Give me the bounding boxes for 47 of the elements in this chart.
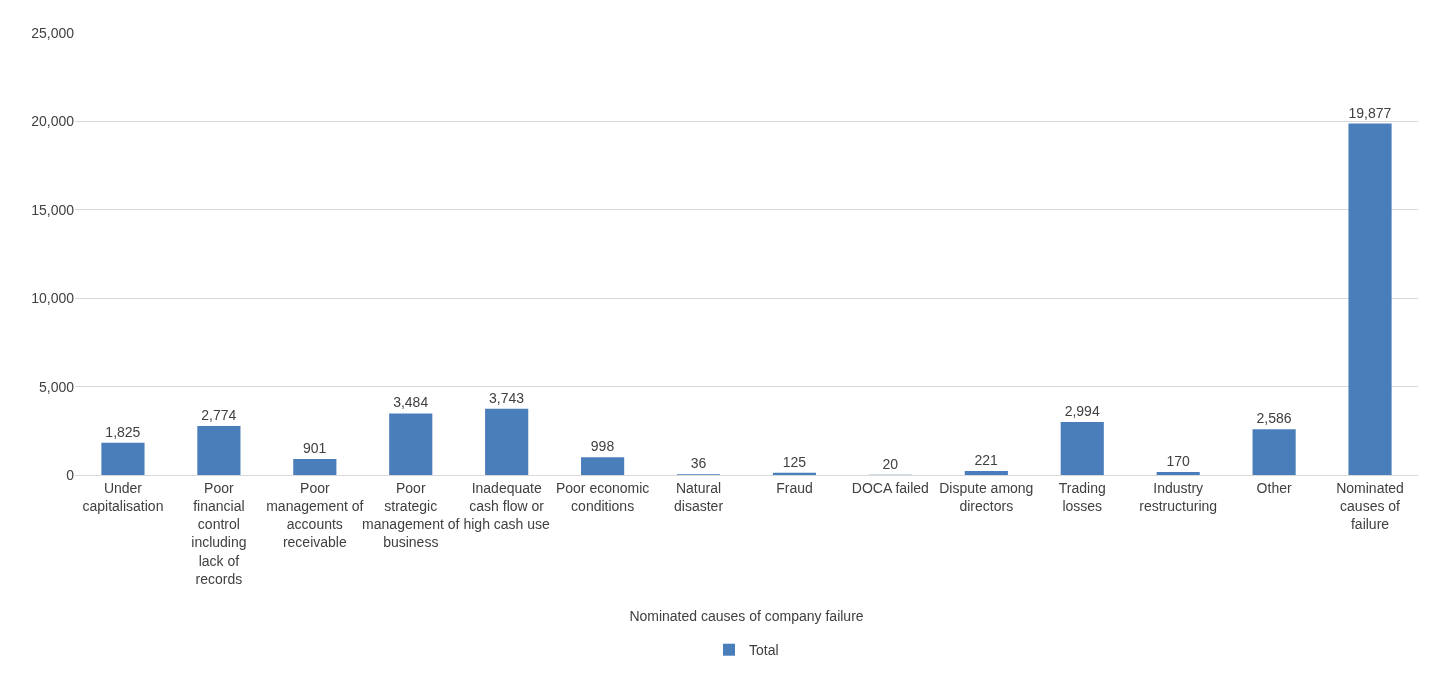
data-label: 998 [590, 438, 615, 455]
data-label: 2,994 [1064, 403, 1100, 420]
x-axis-title: Nominated causes of company failure [629, 608, 864, 625]
bar [1348, 123, 1392, 475]
x-tick-label: Inadequate cash flow or high cash use [463, 479, 551, 533]
y-tick-label: 25,000 [31, 24, 75, 41]
bar [964, 471, 1008, 475]
bar [581, 457, 625, 475]
y-tick-label: 20,000 [31, 113, 75, 130]
y-tick-label: 15,000 [31, 201, 75, 218]
bar [772, 472, 817, 475]
x-tick-label: Industry restructuring [1139, 479, 1218, 514]
data-label: 125 [782, 453, 807, 470]
data-label: 36 [690, 455, 707, 472]
legend-label: Total [749, 642, 779, 659]
x-tick-label: Natural disaster [674, 479, 724, 514]
data-label: 1,825 [105, 423, 141, 440]
data-label: 2,586 [1256, 410, 1292, 427]
data-label: 3,484 [393, 394, 429, 411]
data-label: 2,774 [201, 406, 237, 423]
bar [101, 442, 145, 475]
x-tick-label: Fraud [776, 479, 813, 496]
bar [197, 425, 241, 475]
bar [389, 413, 433, 475]
x-tick-label: Poor economic conditions [555, 479, 650, 514]
y-tick-label: 0 [66, 466, 75, 483]
x-tick-label: DOCA failed [851, 479, 929, 496]
data-label: 20 [882, 455, 899, 472]
data-label: 221 [974, 452, 999, 469]
y-tick-label: 10,000 [31, 290, 75, 307]
x-tick-label: Other [1256, 479, 1292, 496]
x-tick-label: Under capitalisation [82, 479, 164, 514]
x-tick-label: Nominated causes of failure [1336, 479, 1404, 533]
data-label: 3,743 [489, 389, 525, 406]
bar [1156, 471, 1200, 475]
data-label: 901 [303, 440, 327, 457]
y-tick-label: 5,000 [38, 378, 75, 395]
bar [293, 459, 337, 475]
x-tick-label: Poor financial control including lack of records [191, 479, 247, 587]
x-tick-label: Trading losses [1058, 479, 1106, 514]
bar [1060, 422, 1104, 475]
bar [485, 408, 529, 475]
x-tick-label: Dispute among directors [939, 479, 1034, 514]
data-label: 170 [1166, 452, 1190, 469]
x-tick-label: Poor management of accounts receivable [266, 479, 364, 551]
data-label: 19,877 [1348, 104, 1392, 121]
bar [1252, 429, 1296, 475]
